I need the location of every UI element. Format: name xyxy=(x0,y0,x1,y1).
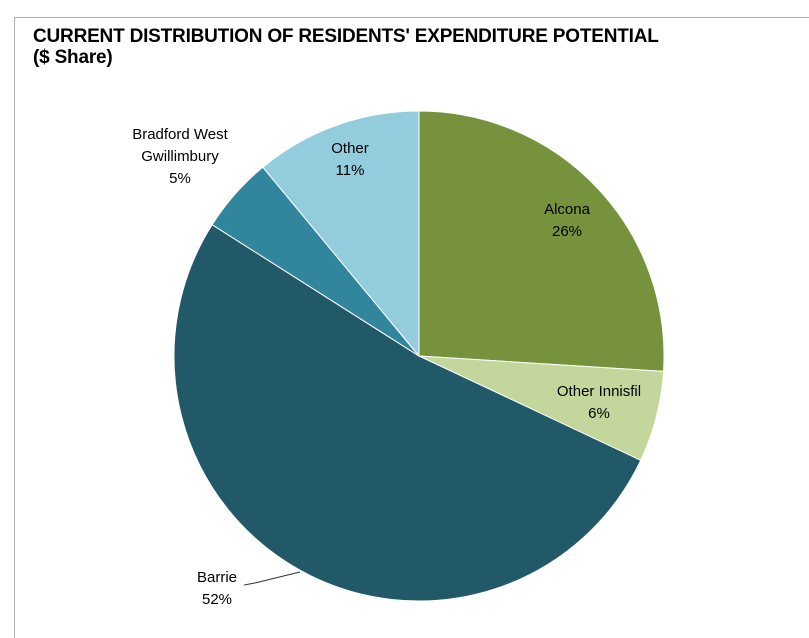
pie-slice-barrie xyxy=(173,224,642,602)
pie-slice-other xyxy=(262,110,420,358)
slice-label-other-innisfil: Other Innisfil 6% xyxy=(557,383,641,422)
pie-slices xyxy=(173,110,665,602)
pie-slice-alcona xyxy=(418,110,665,372)
slice-label-barrie: Barrie 52% xyxy=(197,569,237,608)
slice-label-other: Other 11% xyxy=(331,140,369,179)
leader-line-barrie xyxy=(243,571,301,586)
chart-title: CURRENT DISTRIBUTION OF RESIDENTS' EXPEN… xyxy=(33,26,793,68)
chart-title-line1: CURRENT DISTRIBUTION OF RESIDENTS' EXPEN… xyxy=(33,26,659,47)
slice-labels: Alcona 26% Other Innisfil 6% Barrie 52% Bradfo… xyxy=(132,126,641,608)
slice-label-alcona: Alcona 26% xyxy=(544,201,591,240)
leader-lines xyxy=(243,571,301,586)
slice-label-bradford-west-gwillimbury: Bradford West Gwillimbury 5% xyxy=(132,126,228,187)
chart-title-line2: ($ Share) xyxy=(33,47,113,68)
